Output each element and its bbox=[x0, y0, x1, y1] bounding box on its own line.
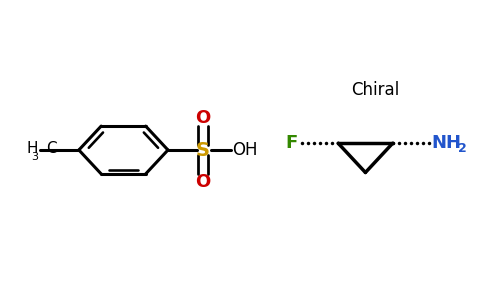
Text: C: C bbox=[46, 141, 57, 156]
Text: O: O bbox=[195, 109, 211, 127]
Text: H: H bbox=[27, 141, 38, 156]
Text: O: O bbox=[195, 173, 211, 191]
Text: F: F bbox=[286, 134, 298, 152]
Text: 3: 3 bbox=[31, 152, 38, 162]
Text: S: S bbox=[196, 140, 210, 160]
Text: 2: 2 bbox=[458, 142, 467, 155]
Text: OH: OH bbox=[232, 141, 258, 159]
Text: Chiral: Chiral bbox=[351, 81, 399, 99]
Text: NH: NH bbox=[431, 134, 461, 152]
